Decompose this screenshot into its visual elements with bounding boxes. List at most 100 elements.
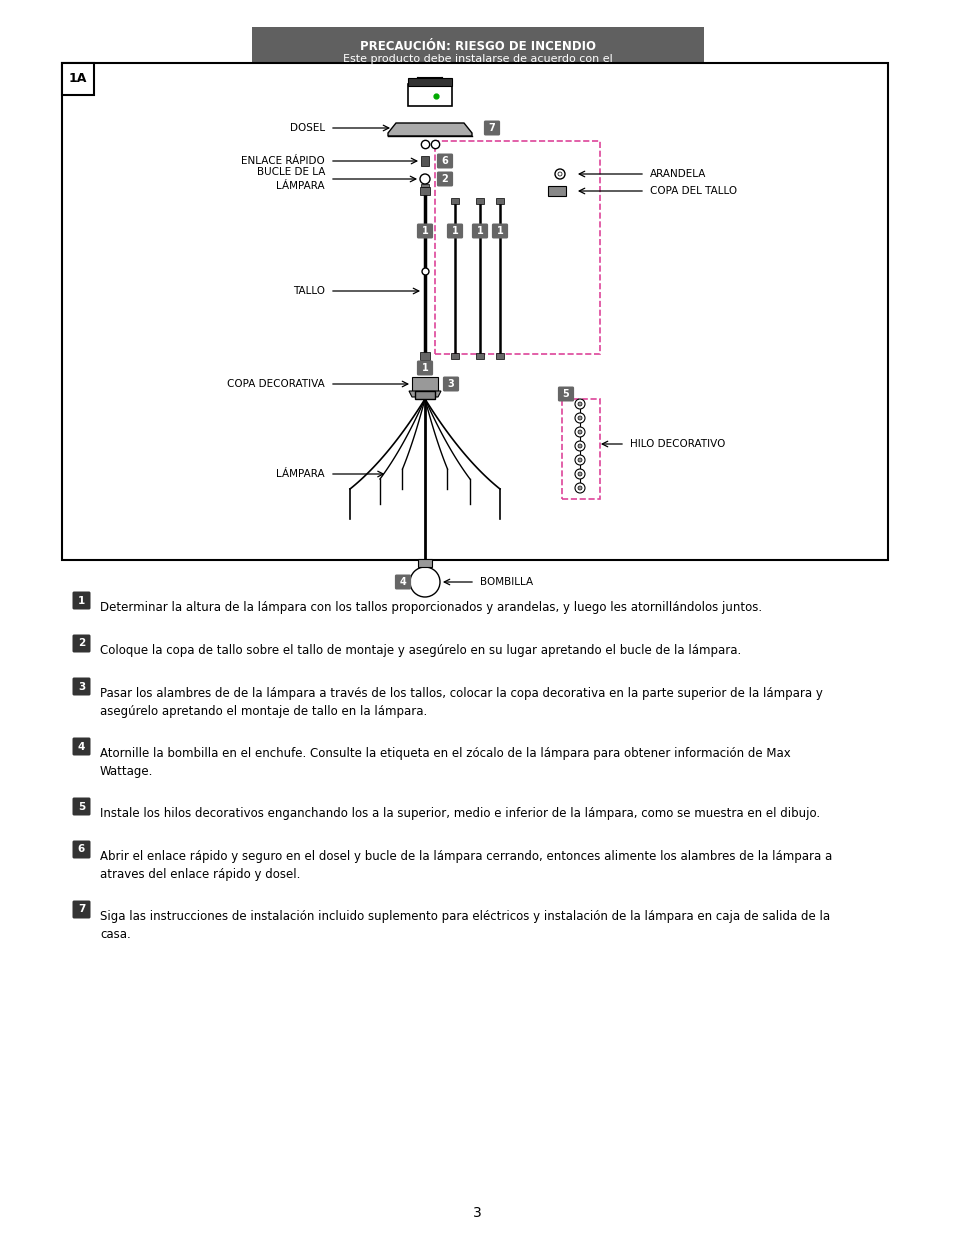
- Text: DOSEL: DOSEL: [290, 124, 325, 133]
- FancyBboxPatch shape: [72, 737, 91, 756]
- Text: 4: 4: [78, 741, 85, 752]
- Text: BOMBILLA: BOMBILLA: [479, 577, 533, 587]
- Text: 1: 1: [497, 226, 503, 236]
- Circle shape: [575, 412, 584, 424]
- Circle shape: [578, 445, 581, 448]
- Text: Este producto debe instalarse de acuerdo con el: Este producto debe instalarse de acuerdo…: [343, 54, 612, 64]
- Bar: [62, 63, 94, 95]
- FancyBboxPatch shape: [72, 592, 91, 610]
- Text: 5: 5: [78, 802, 85, 811]
- Circle shape: [555, 169, 564, 179]
- Text: 5: 5: [562, 389, 569, 399]
- Circle shape: [578, 416, 581, 420]
- Polygon shape: [388, 124, 472, 136]
- FancyBboxPatch shape: [395, 574, 411, 589]
- Text: Determinar la altura de la lámpara con los tallos proporcionados y arandelas, y : Determinar la altura de la lámpara con l…: [100, 601, 761, 614]
- Bar: [412, 377, 437, 391]
- Bar: [451, 353, 458, 359]
- Text: 1: 1: [476, 226, 483, 236]
- Circle shape: [575, 441, 584, 451]
- Text: COPA DEL TALLO: COPA DEL TALLO: [649, 186, 737, 196]
- Bar: [476, 198, 483, 204]
- Bar: [408, 78, 452, 86]
- Circle shape: [578, 472, 581, 475]
- Bar: [420, 156, 429, 165]
- Bar: [252, 27, 703, 175]
- Text: 7: 7: [78, 904, 85, 914]
- Text: 6: 6: [78, 845, 85, 855]
- Circle shape: [575, 399, 584, 409]
- Text: 2: 2: [441, 174, 448, 184]
- Text: 1: 1: [421, 226, 428, 236]
- Bar: [419, 186, 430, 195]
- Text: Pasar los alambres de de la lámpara a través de los tallos, colocar la copa deco: Pasar los alambres de de la lámpara a tr…: [100, 687, 822, 718]
- Circle shape: [575, 469, 584, 479]
- FancyBboxPatch shape: [416, 224, 433, 238]
- Text: 6: 6: [441, 156, 448, 165]
- Text: ARANDELA: ARANDELA: [649, 169, 705, 179]
- Circle shape: [419, 174, 430, 184]
- Text: Coloque la copa de tallo sobre el tallo de montaje y asegúrelo en su lugar apret: Coloque la copa de tallo sobre el tallo …: [100, 643, 740, 657]
- Bar: [420, 184, 429, 186]
- Text: 3: 3: [447, 379, 454, 389]
- Text: código de instalación aplicable por una persona: código de instalación aplicable por una …: [344, 68, 611, 79]
- FancyBboxPatch shape: [558, 387, 574, 401]
- FancyBboxPatch shape: [72, 900, 91, 919]
- Text: ENLACE RÁPIDO: ENLACE RÁPIDO: [241, 156, 325, 165]
- FancyBboxPatch shape: [436, 172, 453, 186]
- Bar: [451, 198, 458, 204]
- Text: BUCLE DE LA: BUCLE DE LA: [256, 167, 325, 177]
- Text: mínimo 90° c.: mínimo 90° c.: [405, 128, 550, 147]
- Bar: [435, 141, 599, 354]
- Text: HILO DECORATIVO: HILO DECORATIVO: [629, 438, 724, 450]
- Text: 7: 7: [488, 124, 495, 133]
- Text: Atornille la bombilla en el enchufe. Consulte la etiqueta en el zócalo de la lám: Atornille la bombilla en el enchufe. Con…: [100, 747, 790, 778]
- FancyBboxPatch shape: [436, 153, 453, 168]
- Bar: [408, 84, 452, 106]
- Text: Siga las instrucciones de instalación incluido suplemento para eléctricos y inst: Siga las instrucciones de instalación in…: [100, 910, 829, 941]
- Text: 2: 2: [78, 638, 85, 648]
- Text: LÁMPARA: LÁMPARA: [276, 469, 325, 479]
- Circle shape: [578, 458, 581, 462]
- FancyBboxPatch shape: [492, 224, 508, 238]
- Circle shape: [578, 403, 581, 406]
- Circle shape: [558, 172, 561, 177]
- Text: producto y los riesgos que conllevan.: producto y los riesgos que conllevan.: [374, 96, 581, 106]
- Circle shape: [410, 567, 439, 597]
- FancyBboxPatch shape: [472, 224, 488, 238]
- Bar: [496, 353, 503, 359]
- Text: COPA DECORATIVA: COPA DECORATIVA: [227, 379, 325, 389]
- Bar: [415, 391, 435, 399]
- Text: Abrir el enlace rápido y seguro en el dosel y bucle de la lámpara cerrando, ento: Abrir el enlace rápido y seguro en el do…: [100, 850, 831, 881]
- FancyBboxPatch shape: [72, 841, 91, 858]
- Circle shape: [575, 427, 584, 437]
- FancyBboxPatch shape: [72, 635, 91, 652]
- Bar: [496, 198, 503, 204]
- FancyBboxPatch shape: [442, 377, 458, 391]
- Bar: [561, 399, 599, 499]
- Bar: [419, 352, 430, 359]
- Text: TALLO: TALLO: [293, 287, 325, 296]
- Circle shape: [575, 454, 584, 466]
- Text: 3: 3: [78, 682, 85, 692]
- Circle shape: [578, 487, 581, 490]
- Text: 4: 4: [399, 577, 406, 587]
- Text: 1: 1: [421, 363, 428, 373]
- Bar: [547, 186, 565, 196]
- Bar: [62, 63, 887, 559]
- FancyBboxPatch shape: [483, 121, 499, 136]
- Text: LÁMPARA: LÁMPARA: [276, 182, 325, 191]
- Text: 3: 3: [472, 1207, 481, 1220]
- Text: 1: 1: [78, 595, 85, 605]
- Text: Instale los hilos decorativos enganchando los a la superior, medio e inferior de: Instale los hilos decorativos enganchand…: [100, 806, 820, 820]
- Bar: [476, 353, 483, 359]
- Circle shape: [575, 483, 584, 493]
- FancyBboxPatch shape: [446, 224, 462, 238]
- Text: Utilizar conductores de suministro: Utilizar conductores de suministro: [295, 107, 659, 127]
- Bar: [417, 559, 432, 567]
- FancyBboxPatch shape: [72, 678, 91, 695]
- FancyBboxPatch shape: [416, 361, 433, 375]
- Text: 1: 1: [451, 226, 457, 236]
- FancyBboxPatch shape: [72, 798, 91, 815]
- Text: 1A: 1A: [69, 73, 87, 85]
